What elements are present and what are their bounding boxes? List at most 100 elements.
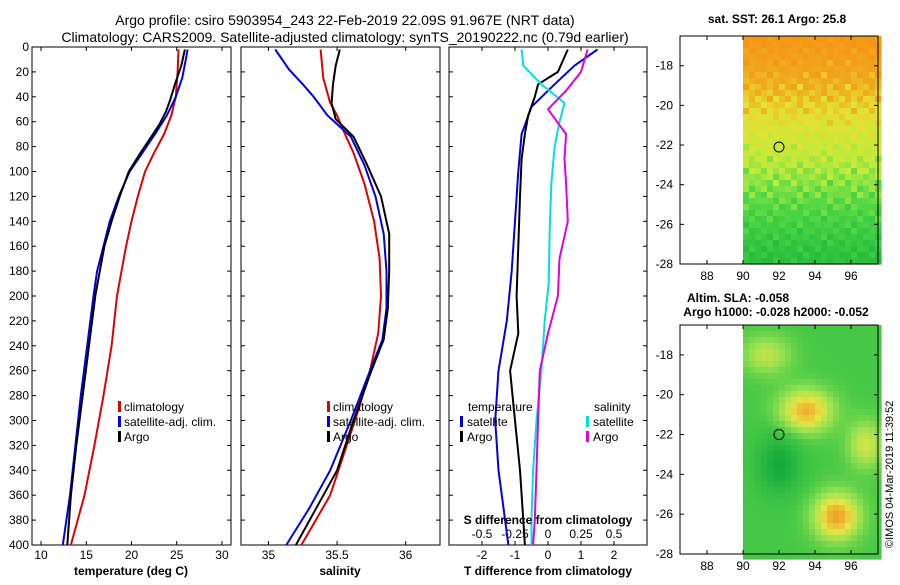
map-cell	[845, 481, 852, 488]
map-cell	[797, 78, 804, 85]
map-cell	[827, 36, 834, 43]
map-cell	[839, 204, 846, 211]
map-cell	[767, 186, 774, 193]
map-cell	[869, 258, 876, 265]
x-tick-label: 1	[578, 548, 585, 562]
map-cell	[815, 120, 822, 127]
map-cell	[869, 511, 876, 518]
map-cell	[797, 415, 804, 422]
map-cell	[809, 481, 816, 488]
map-cell	[749, 222, 756, 229]
map-cell	[869, 192, 876, 199]
map-cell	[761, 240, 768, 247]
map-cell	[761, 373, 768, 380]
map-cell	[791, 66, 798, 73]
map-cell	[767, 445, 774, 452]
map-cell	[755, 168, 762, 175]
map-cell	[845, 415, 852, 422]
map-cell	[863, 90, 870, 97]
map-cell	[773, 541, 780, 548]
title-line-2: Climatology: CARS2009. Satellite-adjuste…	[61, 29, 628, 45]
map-cell	[797, 439, 804, 446]
map-cell	[779, 126, 786, 133]
map-cell	[857, 367, 864, 374]
map-cell	[833, 469, 840, 476]
map-cell	[821, 475, 828, 482]
map-cell	[773, 331, 780, 338]
map-cell	[785, 216, 792, 223]
map-cell	[743, 439, 750, 446]
map-cell	[869, 373, 876, 380]
map-cell	[851, 192, 858, 199]
map-cell	[803, 541, 810, 548]
map-cell	[809, 78, 816, 85]
map-cell	[779, 240, 786, 247]
map-cell	[791, 367, 798, 374]
map-y-tick-label: -26	[656, 507, 674, 521]
map-cell	[863, 457, 870, 464]
map-cell	[791, 246, 798, 253]
map-cell	[791, 355, 798, 362]
map-cell	[773, 222, 780, 229]
map-cell	[869, 246, 876, 253]
map-cell	[839, 96, 846, 103]
map-cell	[845, 331, 852, 338]
map-cell	[755, 216, 762, 223]
map-cell	[785, 210, 792, 217]
map-cell	[779, 481, 786, 488]
map-cell	[767, 126, 774, 133]
map-cell	[857, 349, 864, 356]
map-cell	[857, 90, 864, 97]
map-cell	[809, 162, 816, 169]
y-tick-label: 20	[16, 65, 30, 79]
map-cell	[797, 144, 804, 151]
map-cell	[869, 72, 876, 79]
map-cell	[833, 367, 840, 374]
map-cell	[869, 361, 876, 368]
map-cell	[791, 361, 798, 368]
map-cell	[863, 325, 870, 332]
map-cell	[767, 252, 774, 259]
map-cell	[839, 523, 846, 530]
map-cell	[791, 102, 798, 109]
map-cell	[821, 36, 828, 43]
map-cell	[821, 487, 828, 494]
map-cell	[797, 505, 804, 512]
map-cell	[845, 487, 852, 494]
map-cell	[779, 457, 786, 464]
map-cell	[767, 373, 774, 380]
map-cell	[809, 325, 816, 332]
map-cell	[863, 523, 870, 530]
map-cell	[773, 108, 780, 115]
map-cell	[761, 511, 768, 518]
map-cell	[761, 246, 768, 253]
map-cell	[851, 144, 858, 151]
map-cell	[785, 451, 792, 458]
map-cell	[791, 487, 798, 494]
map-cell	[761, 180, 768, 187]
map-cell	[815, 427, 822, 434]
map-cell	[863, 66, 870, 73]
map-cell	[839, 403, 846, 410]
map-cell	[851, 84, 858, 91]
map-cell	[827, 258, 834, 265]
map-cell	[803, 523, 810, 530]
map-cell	[851, 150, 858, 157]
map-cell	[767, 469, 774, 476]
map-cell	[815, 409, 822, 416]
map-cell	[851, 216, 858, 223]
map-cell	[869, 102, 876, 109]
map-cell	[821, 373, 828, 380]
map-cell	[785, 547, 792, 554]
difference-xlabel: T difference from climatology	[464, 564, 632, 578]
map-cell	[815, 433, 822, 440]
map-cell	[791, 517, 798, 524]
map-cell	[743, 427, 750, 434]
map-cell	[761, 252, 768, 259]
map-cell	[821, 48, 828, 55]
map-cell	[839, 78, 846, 85]
map-cell	[779, 228, 786, 235]
map-cell	[749, 517, 756, 524]
map-cell	[839, 174, 846, 181]
map-cell	[761, 385, 768, 392]
